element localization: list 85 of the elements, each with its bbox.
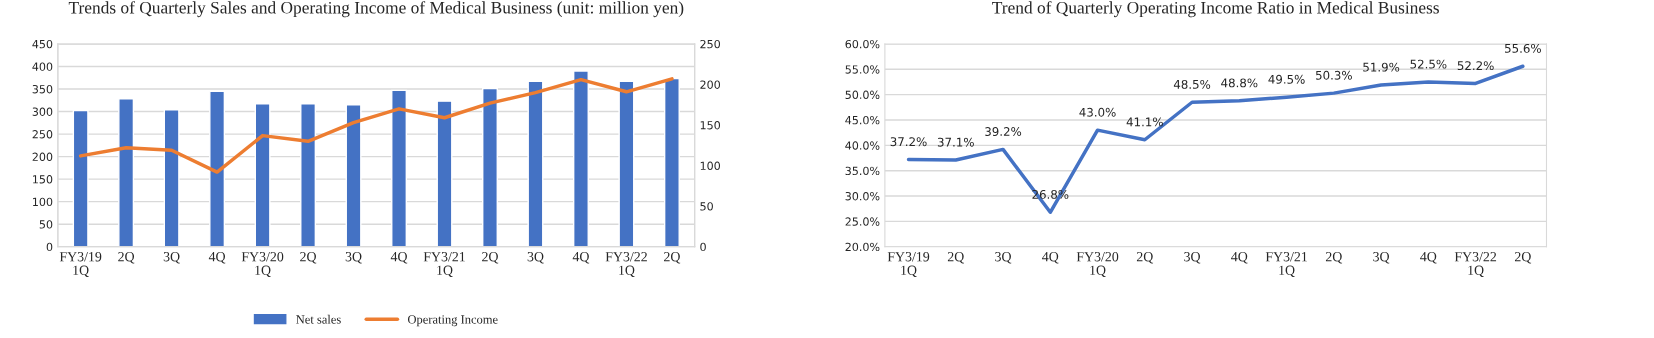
- y2-tick-label: 100: [700, 161, 721, 170]
- y-tick-label: 30.0%: [845, 192, 880, 201]
- y-tick-label: 200: [32, 152, 53, 161]
- x-tick-label: 3Q: [1373, 252, 1390, 264]
- data-label: 41.1%: [1126, 117, 1163, 127]
- y-tick-label: 45.0%: [845, 115, 880, 125]
- y-tick-label: 300: [32, 107, 53, 116]
- bar: [300, 103, 317, 247]
- x-tick-label: 2Q: [947, 252, 965, 264]
- y-tick-label: 400: [32, 62, 53, 71]
- y-tick-label: 100: [33, 197, 53, 207]
- x-tick-label: FY3/20 1Q: [241, 252, 284, 278]
- y-tick-label: 50: [39, 220, 53, 229]
- data-label: 52.2%: [1457, 61, 1494, 71]
- y-tick-label: 25.0%: [845, 217, 880, 226]
- chart-title: Trends of Quarterly Sales and Operating Income of Medical Business (unit: million yen): [68, 1, 684, 18]
- x-tick-label: FY3/19 1Q: [59, 252, 102, 278]
- bar: [72, 109, 89, 247]
- x-tick-label: 2Q: [1514, 252, 1532, 264]
- chart-title: Trend of Quarterly Operating Income Ratio in Medical Business: [992, 1, 1439, 18]
- bar: [345, 104, 362, 247]
- x-tick-label: FY3/21 1Q: [1265, 252, 1307, 278]
- y-tick-label: 20.0%: [845, 242, 880, 252]
- y-tick-label: 450: [32, 39, 53, 49]
- bar: [663, 77, 680, 247]
- x-tick-label: 2Q: [664, 252, 681, 264]
- x-tick-label: 4Q: [208, 252, 226, 264]
- bar: [391, 89, 408, 247]
- data-label: 50.3%: [1315, 70, 1352, 80]
- y2-tick-label: 50: [700, 202, 713, 211]
- y-tick-label: 55.0%: [845, 65, 880, 74]
- data-label: 52.5%: [1410, 59, 1447, 69]
- x-tick-label: 2Q: [118, 252, 135, 264]
- y-tick-label: 350: [32, 84, 53, 94]
- y2-tick-label: 150: [700, 121, 721, 130]
- line-series: [78, 77, 674, 174]
- bar: [209, 90, 226, 247]
- data-label: 49.5%: [1268, 74, 1305, 84]
- y-tick-label: 50.0%: [845, 90, 880, 100]
- data-label: 37.2%: [890, 137, 927, 147]
- x-tick-label: 2Q: [1136, 252, 1154, 264]
- y-tick-label: 60.0%: [845, 39, 880, 49]
- x-tick-label: FY3/20 1Q: [1076, 252, 1119, 278]
- y-tick-label: 250: [32, 130, 53, 139]
- data-label: 39.2%: [985, 127, 1022, 136]
- x-tick-label: FY3/22 1Q: [1454, 252, 1497, 278]
- y-tick-label: 40.0%: [845, 141, 880, 150]
- x-tick-label: 2Q: [1325, 252, 1343, 264]
- x-tick-label: 4Q: [1042, 252, 1059, 264]
- y2-tick-label: 250: [700, 39, 721, 49]
- data-label: 48.5%: [1173, 79, 1211, 89]
- x-tick-label: 3Q: [995, 252, 1012, 264]
- x-tick-label: 2Q: [300, 252, 317, 264]
- bar: [118, 98, 135, 247]
- y2-tick-label: 0: [700, 242, 706, 252]
- x-tick-label: 4Q: [572, 252, 590, 264]
- y-tick-label: 0: [46, 242, 53, 252]
- bar: [572, 70, 589, 247]
- bar: [482, 87, 498, 247]
- bar: [254, 103, 271, 247]
- x-tick-label: 2Q: [482, 252, 499, 264]
- y-tick-label: 35.0%: [845, 166, 880, 176]
- x-tick-label: 3Q: [527, 252, 544, 264]
- x-tick-label: 3Q: [1184, 252, 1201, 264]
- legend-label: Operating Income: [407, 315, 498, 327]
- x-tick-label: 4Q: [390, 252, 408, 264]
- x-tick-label: 3Q: [345, 252, 362, 264]
- x-tick-label: 4Q: [1420, 252, 1437, 264]
- data-label: 55.6%: [1505, 43, 1541, 53]
- x-tick-label: 4Q: [1231, 252, 1248, 264]
- bar: [436, 100, 453, 247]
- x-tick-label: FY3/22 1Q: [605, 252, 647, 278]
- y-tick-label: 150: [33, 175, 53, 184]
- data-label: 48.8%: [1221, 78, 1258, 88]
- bar: [618, 80, 635, 247]
- x-tick-label: FY3/21 1Q: [423, 252, 465, 278]
- x-tick-label: 3Q: [163, 252, 180, 264]
- y2-tick-label: 200: [700, 80, 721, 89]
- data-label: 51.9%: [1363, 62, 1400, 72]
- x-tick-label: FY3/19 1Q: [887, 252, 930, 278]
- data-label: 43.0%: [1079, 107, 1116, 117]
- data-label: 37.1%: [937, 137, 974, 147]
- bar: [527, 80, 544, 247]
- legend-label: Net sales: [296, 314, 341, 324]
- bar: [163, 109, 180, 247]
